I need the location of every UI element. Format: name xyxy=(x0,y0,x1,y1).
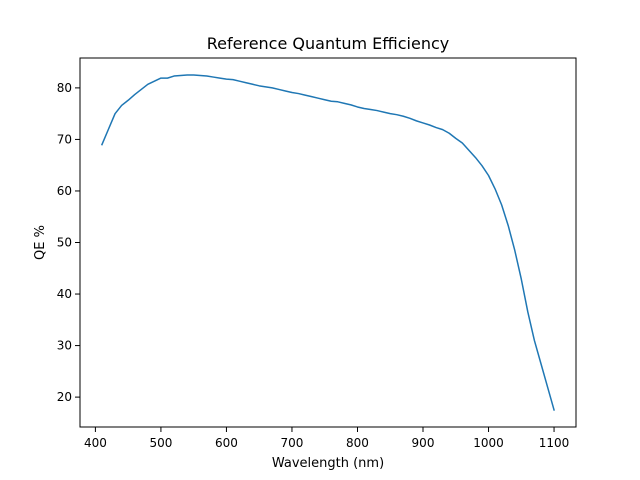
y-tick-label: 80 xyxy=(57,81,72,95)
chart-title: Reference Quantum Efficiency xyxy=(207,34,450,53)
x-tick-label: 600 xyxy=(215,436,238,450)
x-tick-label: 800 xyxy=(346,436,369,450)
y-tick-label: 40 xyxy=(57,287,72,301)
y-tick-label: 20 xyxy=(57,390,72,404)
x-axis-ticks: 400 500 600 700 800 900 1000 1100 xyxy=(84,427,569,450)
qe-series-line-0 xyxy=(100,74,555,411)
y-tick-label: 70 xyxy=(57,132,72,146)
y-tick-label: 30 xyxy=(57,339,72,353)
y-axis-ticks: 20 30 40 50 60 70 80 xyxy=(57,81,80,404)
y-tick-label: 50 xyxy=(57,236,72,250)
x-tick-label: 1000 xyxy=(473,436,504,450)
x-tick-label: 700 xyxy=(281,436,304,450)
plot-frame xyxy=(79,57,577,428)
x-tick-label: 400 xyxy=(84,436,107,450)
plot-series xyxy=(100,74,555,411)
y-tick-label: 60 xyxy=(57,184,72,198)
x-tick-label: 900 xyxy=(412,436,435,450)
y-axis-label: QE % xyxy=(33,225,48,260)
x-tick-label: 1100 xyxy=(539,436,570,450)
x-axis-label: Wavelength (nm) xyxy=(272,456,384,471)
x-tick-label: 500 xyxy=(149,436,172,450)
